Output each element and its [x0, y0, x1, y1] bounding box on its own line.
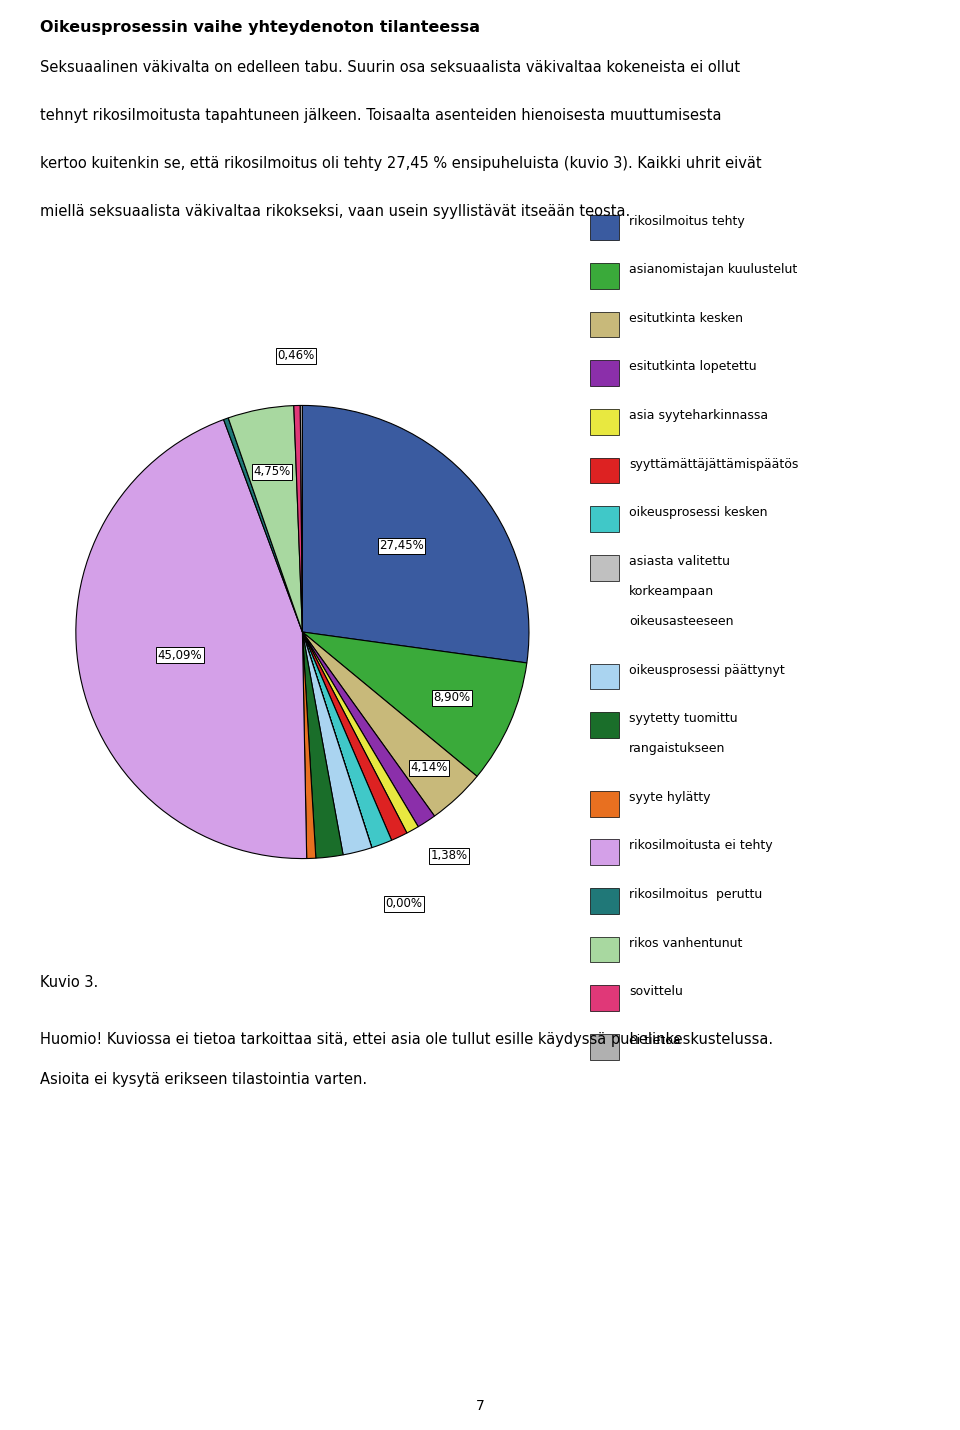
Text: asiasta valitettu: asiasta valitettu: [629, 555, 730, 568]
Text: ei tietoa: ei tietoa: [629, 1034, 681, 1047]
Wedge shape: [76, 419, 306, 858]
Text: Oikeusprosessin vaihe yhteydenoton tilanteessa: Oikeusprosessin vaihe yhteydenoton tilan…: [40, 20, 480, 34]
Text: oikeusasteeseen: oikeusasteeseen: [629, 615, 733, 628]
Text: syytetty tuomittu: syytetty tuomittu: [629, 712, 737, 725]
Text: rikos vanhentunut: rikos vanhentunut: [629, 937, 742, 950]
Wedge shape: [300, 406, 302, 632]
Text: rikosilmoitusta ei tehty: rikosilmoitusta ei tehty: [629, 839, 773, 852]
Wedge shape: [302, 632, 392, 848]
Text: asia syyteharkinnassa: asia syyteharkinnassa: [629, 409, 768, 422]
Text: rikosilmoitus tehty: rikosilmoitus tehty: [629, 214, 745, 227]
Text: 8,90%: 8,90%: [433, 691, 470, 704]
Text: miellä seksuaalista väkivaltaa rikokseksi, vaan usein syyllistävät itseään teost: miellä seksuaalista väkivaltaa rikokseks…: [40, 204, 631, 219]
Text: 4,14%: 4,14%: [411, 761, 448, 774]
Text: esitutkinta kesken: esitutkinta kesken: [629, 312, 743, 325]
Text: rikosilmoitus  peruttu: rikosilmoitus peruttu: [629, 888, 762, 901]
Wedge shape: [228, 406, 302, 632]
Text: 4,75%: 4,75%: [253, 465, 291, 478]
Text: syyttämättäjättämispäätös: syyttämättäjättämispäätös: [629, 458, 798, 470]
Text: esitutkinta lopetettu: esitutkinta lopetettu: [629, 360, 756, 373]
Text: Kuvio 3.: Kuvio 3.: [40, 975, 99, 990]
Wedge shape: [302, 406, 529, 664]
Text: Huomio! Kuviossa ei tietoa tarkoittaa sitä, ettei asia ole tullut esille käydyss: Huomio! Kuviossa ei tietoa tarkoittaa si…: [40, 1032, 774, 1047]
Wedge shape: [302, 632, 343, 858]
Wedge shape: [302, 632, 407, 841]
Text: 1,38%: 1,38%: [430, 849, 468, 862]
Text: 27,45%: 27,45%: [379, 539, 423, 552]
Text: 45,09%: 45,09%: [157, 649, 203, 662]
Text: Asioita ei kysytä erikseen tilastointia varten.: Asioita ei kysytä erikseen tilastointia …: [40, 1072, 368, 1087]
Wedge shape: [302, 632, 477, 817]
Text: syyte hylätty: syyte hylätty: [629, 791, 710, 804]
Text: 0,00%: 0,00%: [386, 897, 422, 909]
Text: sovittelu: sovittelu: [629, 985, 683, 998]
Wedge shape: [302, 632, 372, 855]
Wedge shape: [294, 406, 302, 632]
Wedge shape: [302, 632, 372, 848]
Text: Seksuaalinen väkivalta on edelleen tabu. Suurin osa seksuaalista väkivaltaa koke: Seksuaalinen väkivalta on edelleen tabu.…: [40, 60, 740, 74]
Wedge shape: [224, 418, 302, 632]
Wedge shape: [302, 632, 419, 834]
Text: tehnyt rikosilmoitusta tapahtuneen jälkeen. Toisaalta asenteiden hienoisesta muu: tehnyt rikosilmoitusta tapahtuneen jälke…: [40, 109, 722, 123]
Wedge shape: [302, 632, 527, 776]
Wedge shape: [302, 632, 435, 827]
Text: asianomistajan kuulustelut: asianomistajan kuulustelut: [629, 263, 797, 276]
Text: oikeusprosessi päättynyt: oikeusprosessi päättynyt: [629, 664, 784, 676]
Text: 7: 7: [475, 1399, 485, 1413]
Text: oikeusprosessi kesken: oikeusprosessi kesken: [629, 506, 767, 519]
Text: korkeampaan: korkeampaan: [629, 585, 714, 598]
Text: rangaistukseen: rangaistukseen: [629, 742, 725, 755]
Text: 0,46%: 0,46%: [277, 349, 315, 362]
Text: kertoo kuitenkin se, että rikosilmoitus oli tehty 27,45 % ensipuheluista (kuvio : kertoo kuitenkin se, että rikosilmoitus …: [40, 156, 762, 172]
Wedge shape: [302, 632, 316, 858]
